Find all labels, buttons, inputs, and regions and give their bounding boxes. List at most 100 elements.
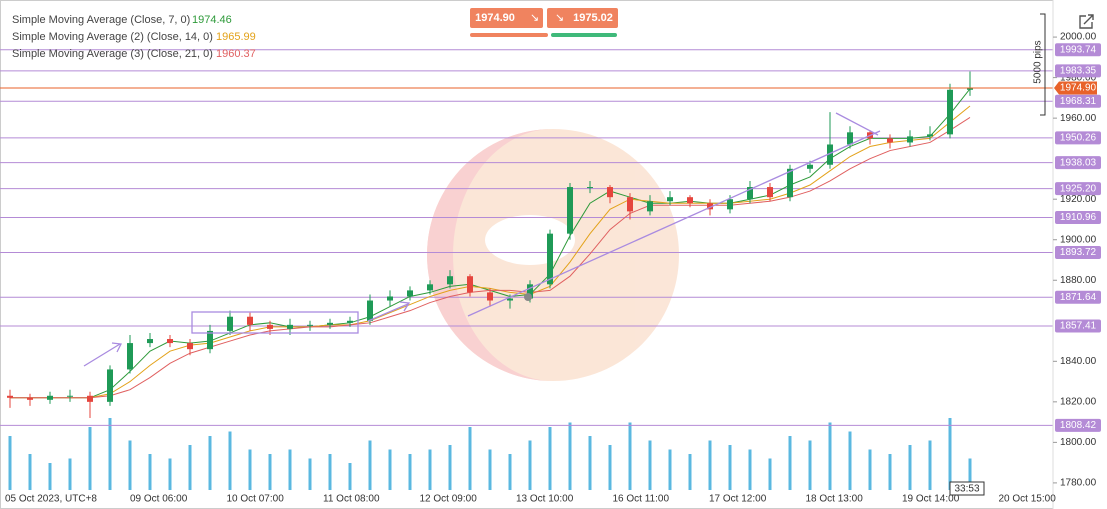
popout-icon[interactable] [1077,12,1095,30]
volume-bar [328,454,332,490]
volume-bar [788,436,792,490]
level-label-bg [1055,43,1101,57]
buy-price[interactable]: 1975.02 [573,12,613,24]
candle-body [887,138,893,143]
volume-bar [528,440,532,490]
x-tick-label: 19 Oct 14:00 [902,494,960,505]
candle-body [947,89,953,135]
volume-bar [728,445,732,490]
volume-bar [348,463,352,490]
y-tick-label: 1980.00 [1060,72,1097,83]
volume-bar [428,449,432,490]
candle-body [627,197,633,212]
range-bracket [1040,13,1046,116]
sell-price[interactable]: 1974.90 [475,12,515,24]
volume-bar [848,431,852,490]
level-label-bg [1055,319,1101,333]
legend: Simple Moving Average (Close, 7, 0) 1974… [12,14,256,60]
volume-bar [688,454,692,490]
candle-body [167,339,173,344]
candle-body [507,298,513,301]
candle-body [907,136,913,143]
y-tick-label: 1800.00 [1060,437,1097,448]
candle-body [327,322,333,325]
candle-body [447,276,453,285]
legend-name: Simple Moving Average (3) (Close, 21, 0) [12,48,213,60]
candle-body [807,164,813,169]
volume-bar [148,454,152,490]
y-tick-label: 1920.00 [1060,194,1097,205]
legend-value: 1974.46 [192,14,232,26]
level-label-bg [1055,94,1101,108]
level-label: 1808.42 [1060,420,1097,431]
candle-body [47,395,53,400]
level-label: 1925.20 [1060,183,1097,194]
y-tick-label: 2000.00 [1060,32,1097,43]
volume-bar [228,431,232,490]
level-label-bg [1055,131,1101,145]
candle-body [567,187,573,234]
candle-body [647,201,653,212]
current-price-label: 1974.90 [1060,83,1097,94]
candle-body [747,187,753,200]
volume-bar [828,422,832,490]
level-label: 1938.03 [1060,157,1097,168]
plot [0,49,1053,490]
x-tick-label: 18 Oct 13:00 [806,494,864,505]
candle-body [687,197,693,204]
candle-body [427,284,433,291]
candle-body [27,397,33,400]
y-axis: 1780.00 1800.00 1820.00 1840.00 1880.00 1900.… [1053,32,1101,489]
volume-bar [508,454,512,490]
volume-bar [208,436,212,490]
x-tick-label: 20 Oct 15:00 [999,494,1057,505]
volume-bar [308,458,312,490]
y-tick-label: 1820.00 [1060,396,1097,407]
candle-body [727,199,733,210]
candle-body [367,300,373,321]
timer: 33:53 [949,481,985,496]
candle-body [767,187,773,198]
candle-body [127,343,133,370]
level-label-bg [1055,290,1101,304]
candle-body [847,132,853,145]
volume-bar [168,458,172,490]
volume-bar [568,422,572,490]
volume-bar [748,449,752,490]
volume-bar [708,440,712,490]
candle-body [267,324,273,329]
candle-body [187,343,193,350]
volume-bar [928,440,932,490]
level-label-bg [1055,156,1101,170]
level-label: 1950.26 [1060,133,1097,144]
y-tick-label: 1900.00 [1060,234,1097,245]
level-label-bg [1055,245,1101,259]
volume-bar [288,449,292,490]
volume-bar [648,440,652,490]
level-label: 1893.72 [1060,247,1097,258]
buy-button[interactable]: ↘ 1975.02 [547,8,618,37]
x-tick-label: 16 Oct 11:00 [613,494,670,505]
candle-body [787,168,793,198]
candle-body [287,324,293,329]
volume-bar [108,418,112,490]
volume-bar [248,449,252,490]
sell-icon: ↘ [530,12,539,24]
legend-name: Simple Moving Average (Close, 7, 0) [12,14,190,26]
volume-bar [768,458,772,490]
volume-bar [8,436,12,490]
volume-bar [668,449,672,490]
volume-bar [868,449,872,490]
candle-body [547,233,553,285]
x-tick-label: 10 Oct 07:00 [227,494,285,505]
candle-body [227,316,233,331]
candle-body [487,292,493,301]
volume-bar [28,454,32,490]
x-tick-label: 11 Oct 08:00 [323,494,380,505]
volume-bar [808,440,812,490]
candle-body [387,296,393,301]
sell-button[interactable]: 1974.90 ↘ [470,8,548,37]
volume-bar [128,440,132,490]
volume-bar [388,449,392,490]
